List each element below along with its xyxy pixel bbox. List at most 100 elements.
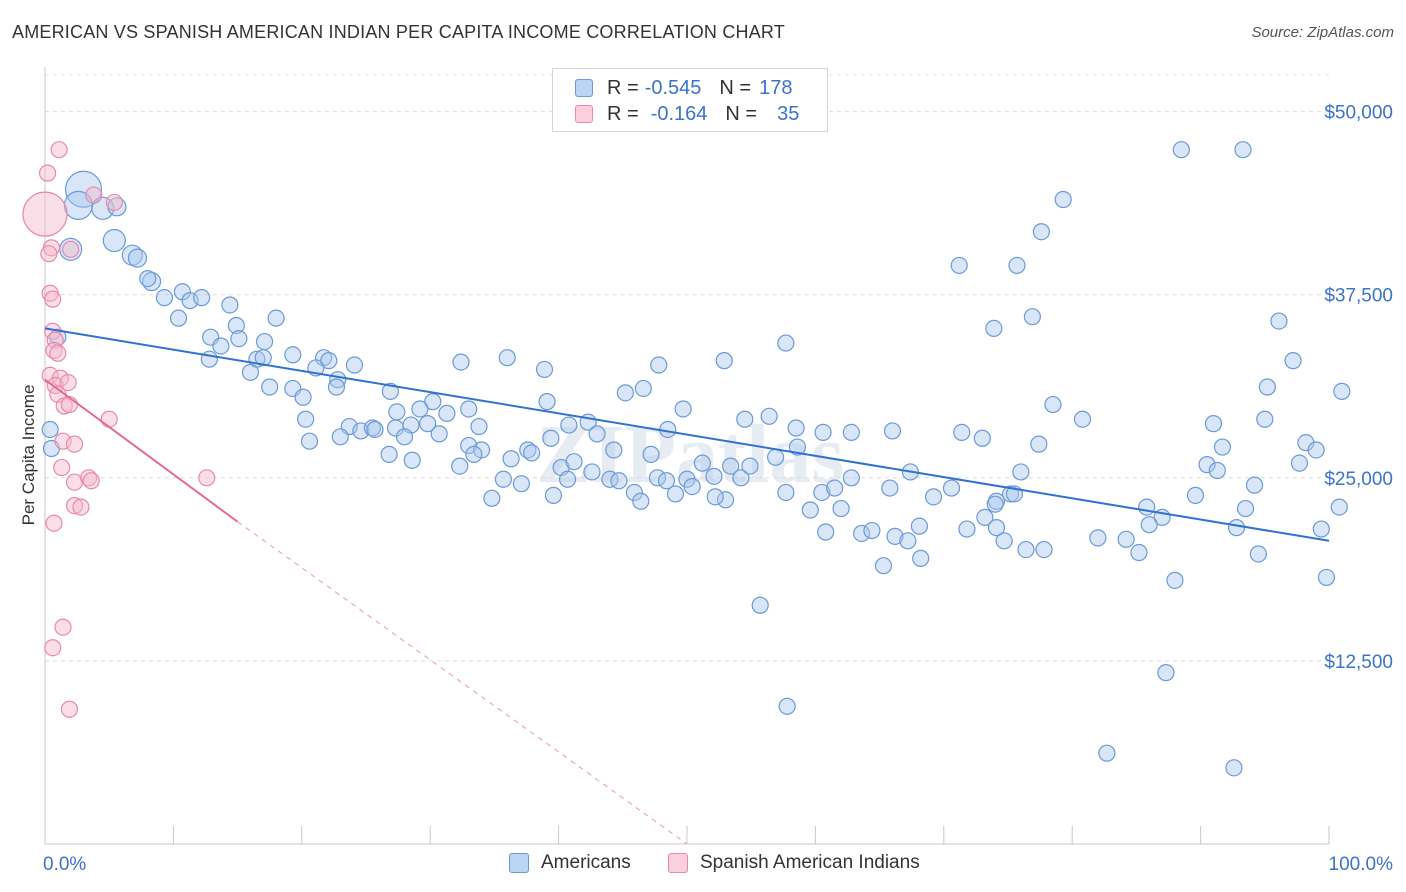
y-tick-label: $37,500: [1324, 286, 1393, 307]
american-point: [777, 334, 795, 352]
american-point: [41, 420, 59, 439]
bottom-legend-label-americans: Americans: [541, 852, 631, 873]
spanish-point: [62, 240, 80, 258]
american-point: [512, 475, 530, 493]
american-point: [155, 289, 174, 307]
american-point: [230, 330, 248, 348]
american-point: [261, 378, 279, 396]
american-point: [1032, 223, 1050, 241]
american-point: [1044, 395, 1062, 414]
spanish-point: [44, 290, 62, 308]
american-point: [657, 472, 676, 490]
american-point: [1307, 441, 1325, 459]
chart-source: Source: ZipAtlas.com: [1251, 24, 1394, 41]
american-point: [722, 457, 740, 475]
spanish-point: [198, 469, 216, 487]
american-point: [986, 495, 1004, 513]
american-point: [212, 337, 230, 355]
americans-trend-line: [44, 327, 1330, 542]
spanish-point: [50, 141, 68, 159]
n-label: N =: [725, 102, 758, 125]
american-point: [470, 417, 488, 436]
legend-row-spanish: R = -0.164 N = 35: [575, 102, 799, 126]
american-point: [634, 379, 652, 398]
spanish-point: [40, 245, 58, 263]
spanish-point: [59, 374, 77, 392]
spanish-point: [65, 435, 84, 453]
american-point: [973, 429, 991, 447]
americans-points: [41, 141, 1351, 777]
spanish-point: [45, 514, 63, 532]
american-point: [1236, 499, 1255, 518]
american-point: [583, 463, 601, 481]
spanish-point: [105, 193, 123, 212]
american-point: [874, 557, 893, 575]
american-point: [705, 467, 723, 485]
american-point: [1172, 141, 1190, 159]
american-point: [1073, 410, 1092, 428]
spanish-point: [80, 469, 98, 487]
american-point: [395, 428, 414, 446]
american-point: [169, 309, 188, 327]
american-point: [683, 477, 701, 496]
american-point: [814, 423, 832, 442]
american-point: [460, 436, 478, 455]
american-point: [632, 492, 650, 510]
american-point: [842, 469, 860, 487]
american-point: [985, 319, 1003, 338]
american-point: [438, 404, 456, 422]
spanish-point: [38, 164, 57, 182]
american-point: [1089, 529, 1107, 547]
american-point: [1208, 461, 1226, 480]
american-point: [465, 445, 483, 463]
american-point: [297, 410, 315, 428]
american-point: [127, 248, 148, 268]
american-point: [642, 445, 660, 463]
american-point: [1284, 352, 1302, 370]
american-point: [544, 486, 563, 504]
american-point: [1012, 463, 1030, 481]
spanish-point: [100, 410, 118, 428]
american-point: [778, 697, 796, 715]
american-point: [813, 483, 831, 502]
american-point: [716, 491, 735, 509]
american-point: [411, 400, 429, 418]
american-point: [502, 450, 520, 468]
spanish-point: [54, 618, 72, 636]
american-point: [1001, 485, 1020, 503]
correlation-legend: R = -0.545 N = 178 R = -0.164 N = 35: [552, 68, 828, 132]
american-point: [736, 410, 754, 428]
spanish-point: [60, 395, 78, 414]
american-point: [1017, 540, 1035, 559]
american-point: [732, 469, 750, 487]
spanish-point: [82, 472, 100, 490]
grid-lines: [45, 74, 1329, 662]
american-point: [1312, 520, 1330, 538]
tick-labels: $12,500 $25,000 $37,500 $50,000 0.0% 100.0%: [43, 103, 1393, 875]
american-point: [1204, 415, 1223, 433]
american-point: [254, 349, 272, 367]
american-point: [958, 520, 976, 538]
american-point: [863, 521, 881, 540]
american-point: [498, 349, 516, 367]
american-point: [1225, 759, 1243, 777]
american-point: [255, 332, 274, 351]
american-point: [693, 454, 712, 472]
american-point: [881, 479, 899, 497]
legend-swatch-spanish: [575, 105, 593, 123]
american-point: [853, 524, 871, 543]
american-point: [766, 448, 785, 466]
watermark: ZIPatlas: [536, 408, 844, 501]
american-point: [535, 360, 554, 379]
american-point: [227, 316, 245, 335]
american-point: [1258, 378, 1276, 396]
american-point: [1166, 571, 1184, 589]
american-point: [1098, 744, 1116, 762]
bottom-legend-label-spanish: Spanish American Indians: [700, 852, 920, 873]
american-point: [625, 483, 643, 502]
spanish-point: [22, 191, 68, 237]
bottom-legend-americans: Americans: [509, 852, 631, 874]
american-point: [294, 388, 312, 406]
american-point: [950, 256, 968, 275]
